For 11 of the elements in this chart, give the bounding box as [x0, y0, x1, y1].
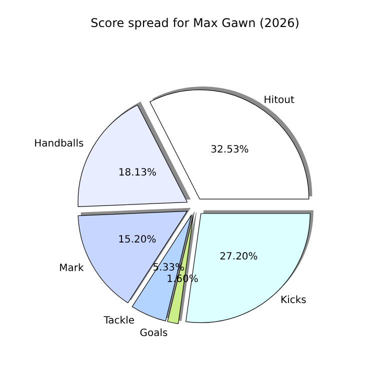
- slice-label: Goals: [140, 328, 168, 339]
- data-label: 18.13%: [118, 168, 157, 179]
- data-label: 27.20%: [220, 251, 258, 262]
- slice-label: Handballs: [34, 138, 84, 150]
- slice-label: Hitout: [264, 95, 294, 106]
- slice-label: Mark: [59, 262, 84, 274]
- slice-label: Tackle: [102, 315, 135, 326]
- slice-label: Kicks: [280, 294, 306, 306]
- data-label: 15.20%: [118, 234, 156, 246]
- data-label: 32.53%: [210, 144, 249, 156]
- chart-title: Score spread for Max Gawn (2026): [90, 16, 300, 30]
